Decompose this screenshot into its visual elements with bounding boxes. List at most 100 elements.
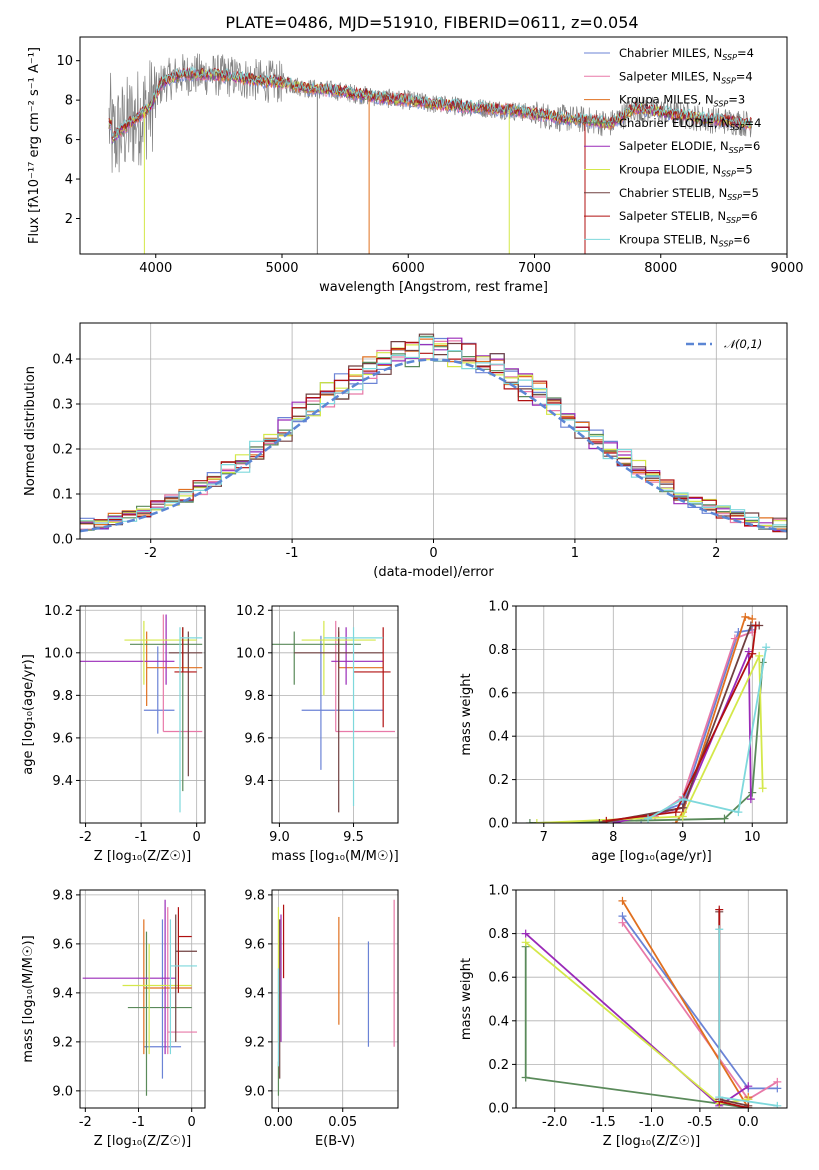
x-tick-label: 1 [571,546,579,561]
mass-weight-marker [773,1101,782,1108]
y-tick-label: 6 [65,133,73,148]
y-tick-label: 0.4 [488,1014,509,1029]
plot-area [277,899,395,1096]
x-axis-label: E(B-V) [315,1134,355,1149]
x-tick-label: 2 [712,546,720,561]
mass-weight-marker [748,788,757,797]
axes-frame [515,605,788,824]
y-tick-label: 9.6 [52,731,73,746]
mass-weight-marker [748,649,757,658]
y-tick-label: 0.2 [488,773,509,788]
plot-area [525,612,771,823]
y-tick-label: 0.2 [52,443,73,458]
y-tick-label: 9.2 [244,1035,265,1050]
model-spectrum-line [108,65,752,139]
x-tick-label: -2.0 [542,1115,567,1130]
x-tick-label: 9.5 [343,830,364,845]
panel-weight_vs_Z: -2.0 -1.5 -1.0 -0.5 0.0 0.0 0.2 0.4 0.6 0.8 1.0 Z [… [459,884,788,1149]
mass-weight-marker [525,819,534,823]
mass-weight-marker [618,918,627,927]
y-axis-label: mass weight [459,958,474,1040]
x-tick-label: 8 [609,830,617,845]
y-tick-label: 0.2 [488,1058,509,1073]
axes-frame [271,605,399,824]
mass-weight-marker [751,621,760,630]
mass-weight-marker [744,1104,753,1108]
x-tick-label: 8000 [644,261,677,276]
mass-weight-line [524,946,749,1108]
y-tick-label: 10.2 [44,604,73,619]
mass-weight-line [647,647,768,820]
mass-weight-marker [762,643,771,652]
y-tick-label: 0.0 [52,533,73,548]
mass-weight-line [621,900,750,1108]
y-tick-label: 9.8 [244,689,265,704]
y-tick-label: 0.0 [488,817,509,832]
panel-age_vs_mass: 9.0 9.5 9.4 9.6 9.8 10.0 10.2 mass [log₁₀(M/M☉)… [236,604,399,864]
legend-entry: Kroupa STELIB, NSSP=6 [619,232,750,248]
panel-age_vs_Z: -2 -1 0 9.4 9.6 9.8 10.0 10.2 Z [log₁₀(Z/Z☉)] age… [21,604,206,864]
x-tick-label: 9.0 [269,830,290,845]
y-tick-label: 0.0 [488,1102,509,1117]
y-tick-label: 9.2 [52,1035,73,1050]
panel-spectrum: 4000 5000 6000 7000 8000 9000 2 4 6 8 10 wavelength… [27,36,804,295]
y-tick-label: 0.8 [488,643,509,658]
model-spectrum-line [108,68,752,145]
x-tick-label: -1.0 [639,1115,664,1130]
legend-entry: Kroupa ELODIE, NSSP=5 [619,163,753,179]
x-tick-label: -1 [135,830,148,845]
figure-title: PLATE=0486, MJD=51910, FIBERID=0611, z=0… [225,13,638,32]
mass-weight-line [599,624,760,823]
x-tick-label: 0 [429,546,437,561]
x-axis-label: age [log₁₀(age/yr)] [591,849,712,864]
axes-frame [79,889,206,1109]
y-tick-label: 10.0 [44,646,73,661]
x-tick-label: 10 [744,830,761,845]
axes-frame [271,889,399,1109]
x-tick-label: -0.5 [687,1115,712,1130]
x-tick-label: -1.5 [590,1115,615,1130]
plot-area [108,53,752,254]
x-tick-label: -2 [79,830,92,845]
y-tick-label: 0.4 [488,730,509,745]
y-tick-label: 8 [65,94,73,109]
x-tick-label: 9 [679,830,687,845]
y-tick-label: 9.6 [52,937,73,952]
y-tick-label: 9.6 [244,937,265,952]
y-tick-label: 10.0 [236,646,265,661]
mass-weight-marker [678,795,687,804]
mass-weight-marker [671,808,680,817]
x-tick-label: 4000 [139,261,172,276]
x-tick-label: 5000 [265,261,298,276]
mass-weight-marker [741,612,750,621]
legend-entry: Kroupa MILES, NSSP=3 [619,93,745,109]
plot-area [272,620,396,813]
y-tick-label: 9.4 [244,986,265,1001]
y-axis-label: Normed distribution [23,366,38,496]
y-tick-label: 9.6 [244,731,265,746]
y-tick-label: 9.0 [244,1084,265,1099]
legend-entry: Salpeter MILES, NSSP=4 [619,69,753,85]
mass-weight-marker [734,808,743,817]
mass-weight-line [718,911,749,1107]
legend-entry: Chabrier STELIB, NSSP=5 [619,186,759,202]
panel-weight_vs_age: 7 8 9 10 0.0 0.2 0.4 0.6 0.8 1.0 age [log₁₀(age/yr… [459,600,788,864]
y-tick-label: 10.2 [236,604,265,619]
plot-area [80,614,203,813]
x-axis-label: mass [log₁₀(M/M☉)] [271,849,398,864]
y-axis-label: age [log₁₀(age/yr)] [21,654,36,775]
y-tick-label: 0.3 [52,398,73,413]
plot-area [80,333,787,533]
mass-weight-marker [618,896,627,905]
plot-area [521,896,782,1108]
y-axis-label: Flux [fλ10⁻¹⁷ erg cm⁻² s⁻¹ A⁻¹] [27,47,42,244]
x-tick-label: -1 [286,546,299,561]
y-tick-label: 0.4 [52,353,73,368]
x-tick-label: 0.05 [328,1115,357,1130]
y-tick-label: 9.0 [52,1084,73,1099]
mass-weight-marker [521,1073,530,1082]
mass-weight-marker [758,784,767,793]
mass-weight-marker [715,1093,724,1102]
x-tick-label: 0.00 [264,1115,293,1130]
panel-mass_vs_Z: -2 -1 0 9.0 9.2 9.4 9.6 9.8 Z [log₁₀(Z/Z☉)] mass … [21,888,206,1149]
